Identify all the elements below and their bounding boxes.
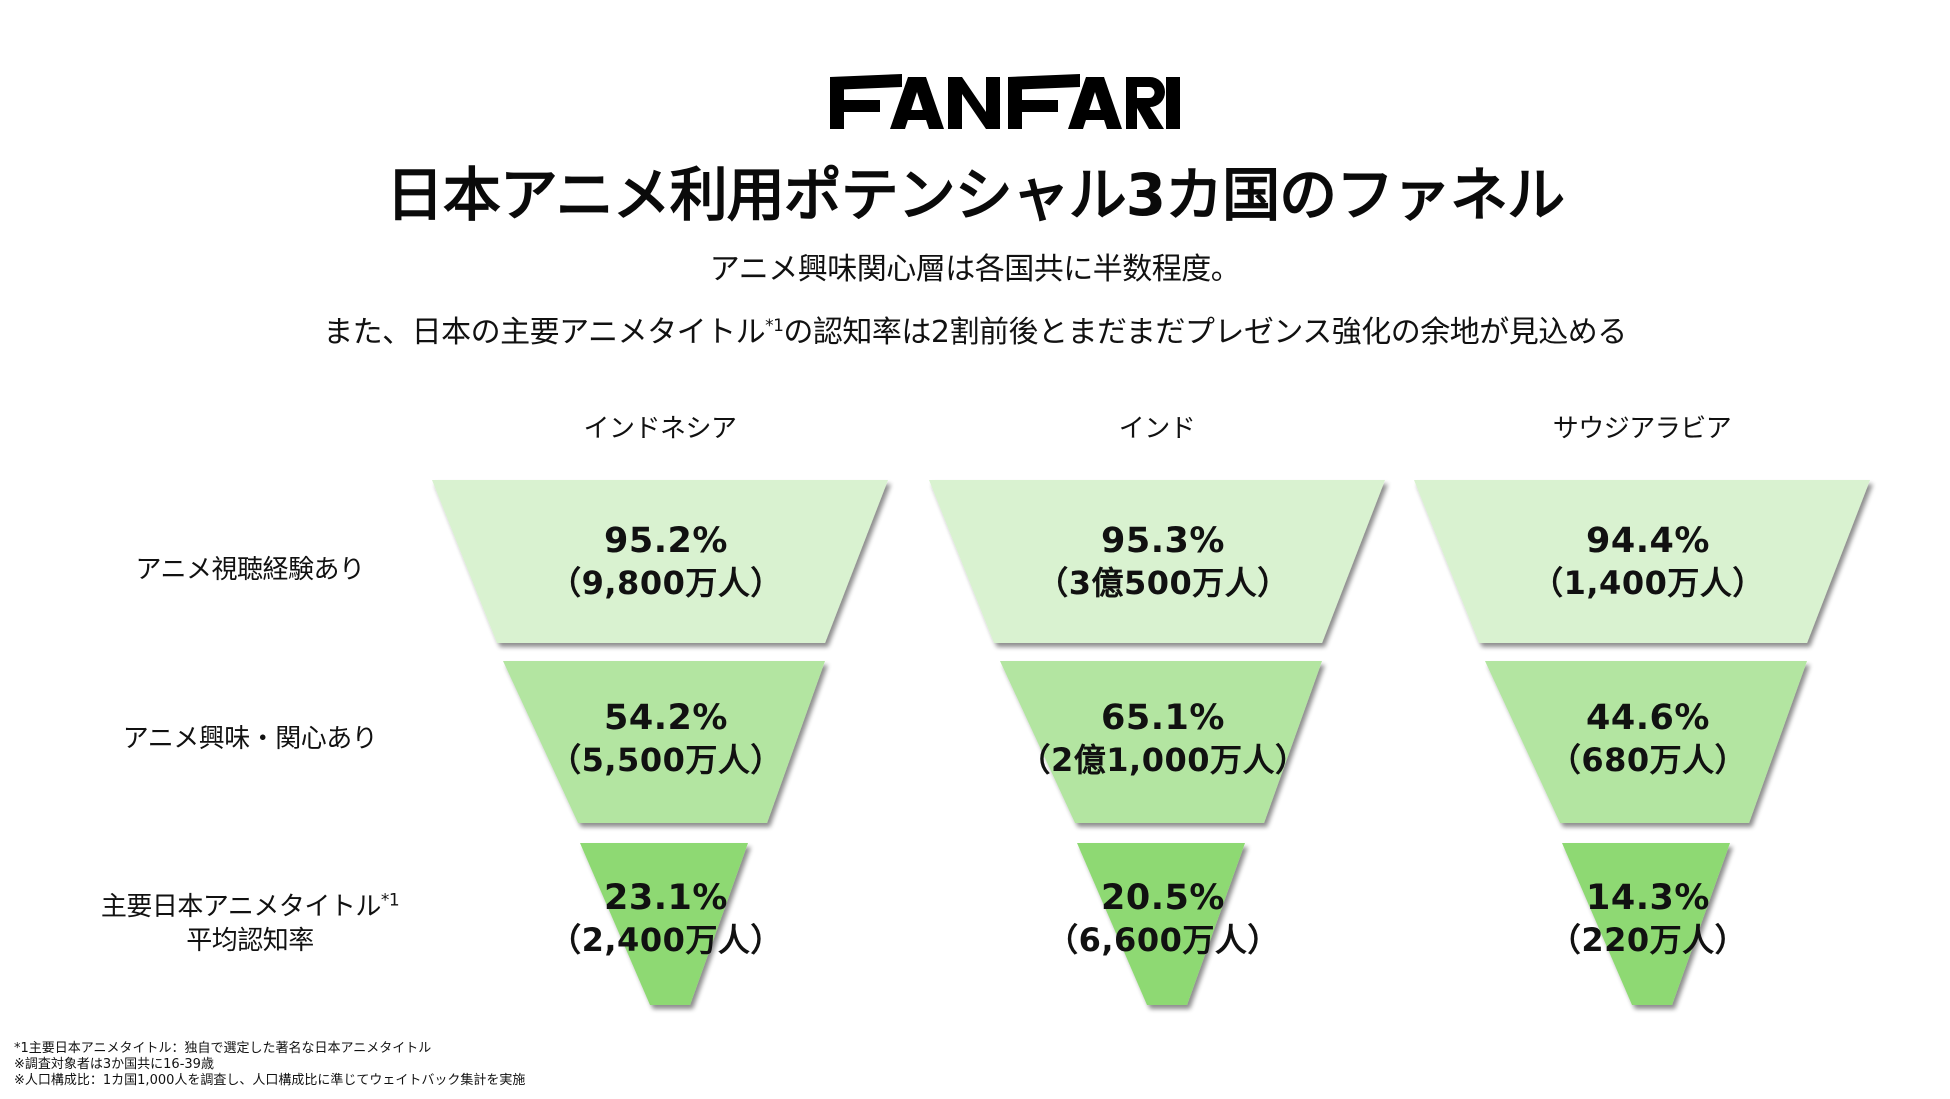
value-india-tier-3: 20.5% （6,600万人）: [1046, 878, 1280, 959]
row-label-interested: アニメ興味・関心あり: [122, 724, 378, 754]
row-label-awareness: 主要日本アニメタイトル*1 平均認知率: [100, 890, 400, 956]
value-indonesia-tier-2: 54.2% （5,500万人）: [549, 698, 783, 779]
value-indonesia-tier-3: 23.1% （2,400万人）: [549, 878, 783, 959]
column-header-india: インド: [1118, 414, 1196, 444]
footnote-2: ※調査対象者は3か国共に16-39歳: [14, 1057, 214, 1072]
footnotes: *1主要日本アニメタイトル：独自で選定した著名な日本アニメタイトル ※調査対象者…: [14, 1041, 525, 1089]
value-india-tier-2: 65.1% （2億1,000万人）: [1018, 698, 1308, 779]
subtitle-line-2: また、日本の主要アニメタイトル*1の認知率は2割前後とまだまだプレゼンス強化の余…: [0, 313, 1950, 353]
footnote-3: ※人口構成比：1カ国1,000人を調査し、人口構成比に準じてウェイトバック集計を…: [14, 1073, 526, 1088]
subtitle-line-2-part-b: の認知率は2割前後とまだまだプレゼンス強化の余地が見込める: [783, 315, 1627, 350]
footnote-marker: *1: [765, 316, 784, 336]
value-india-tier-1: 95.3% （3億500万人）: [1036, 521, 1290, 602]
page-title: 日本アニメ利用ポテンシャル3カ国のファネル: [385, 161, 1565, 229]
subtitle-line-1: アニメ興味関心層は各国共に半数程度。: [709, 252, 1241, 287]
value-saudi-tier-3: 14.3% （220万人）: [1548, 878, 1748, 959]
footnote-1: *1主要日本アニメタイトル：独自で選定した著名な日本アニメタイトル: [14, 1041, 432, 1056]
row-label-watched: アニメ視聴経験あり: [135, 555, 365, 585]
column-header-saudi-arabia: サウジアラビア: [1552, 414, 1732, 444]
value-saudi-tier-2: 44.6% （680万人）: [1548, 698, 1748, 779]
subtitle-line-2-part-a: また、日本の主要アニメタイトル: [323, 315, 766, 350]
value-indonesia-tier-1: 95.2% （9,800万人）: [549, 521, 783, 602]
column-header-indonesia: インドネシア: [583, 414, 737, 444]
fanfare-logo: FANFARE: [830, 74, 1180, 129]
value-saudi-tier-1: 94.4% （1,400万人）: [1531, 521, 1765, 602]
